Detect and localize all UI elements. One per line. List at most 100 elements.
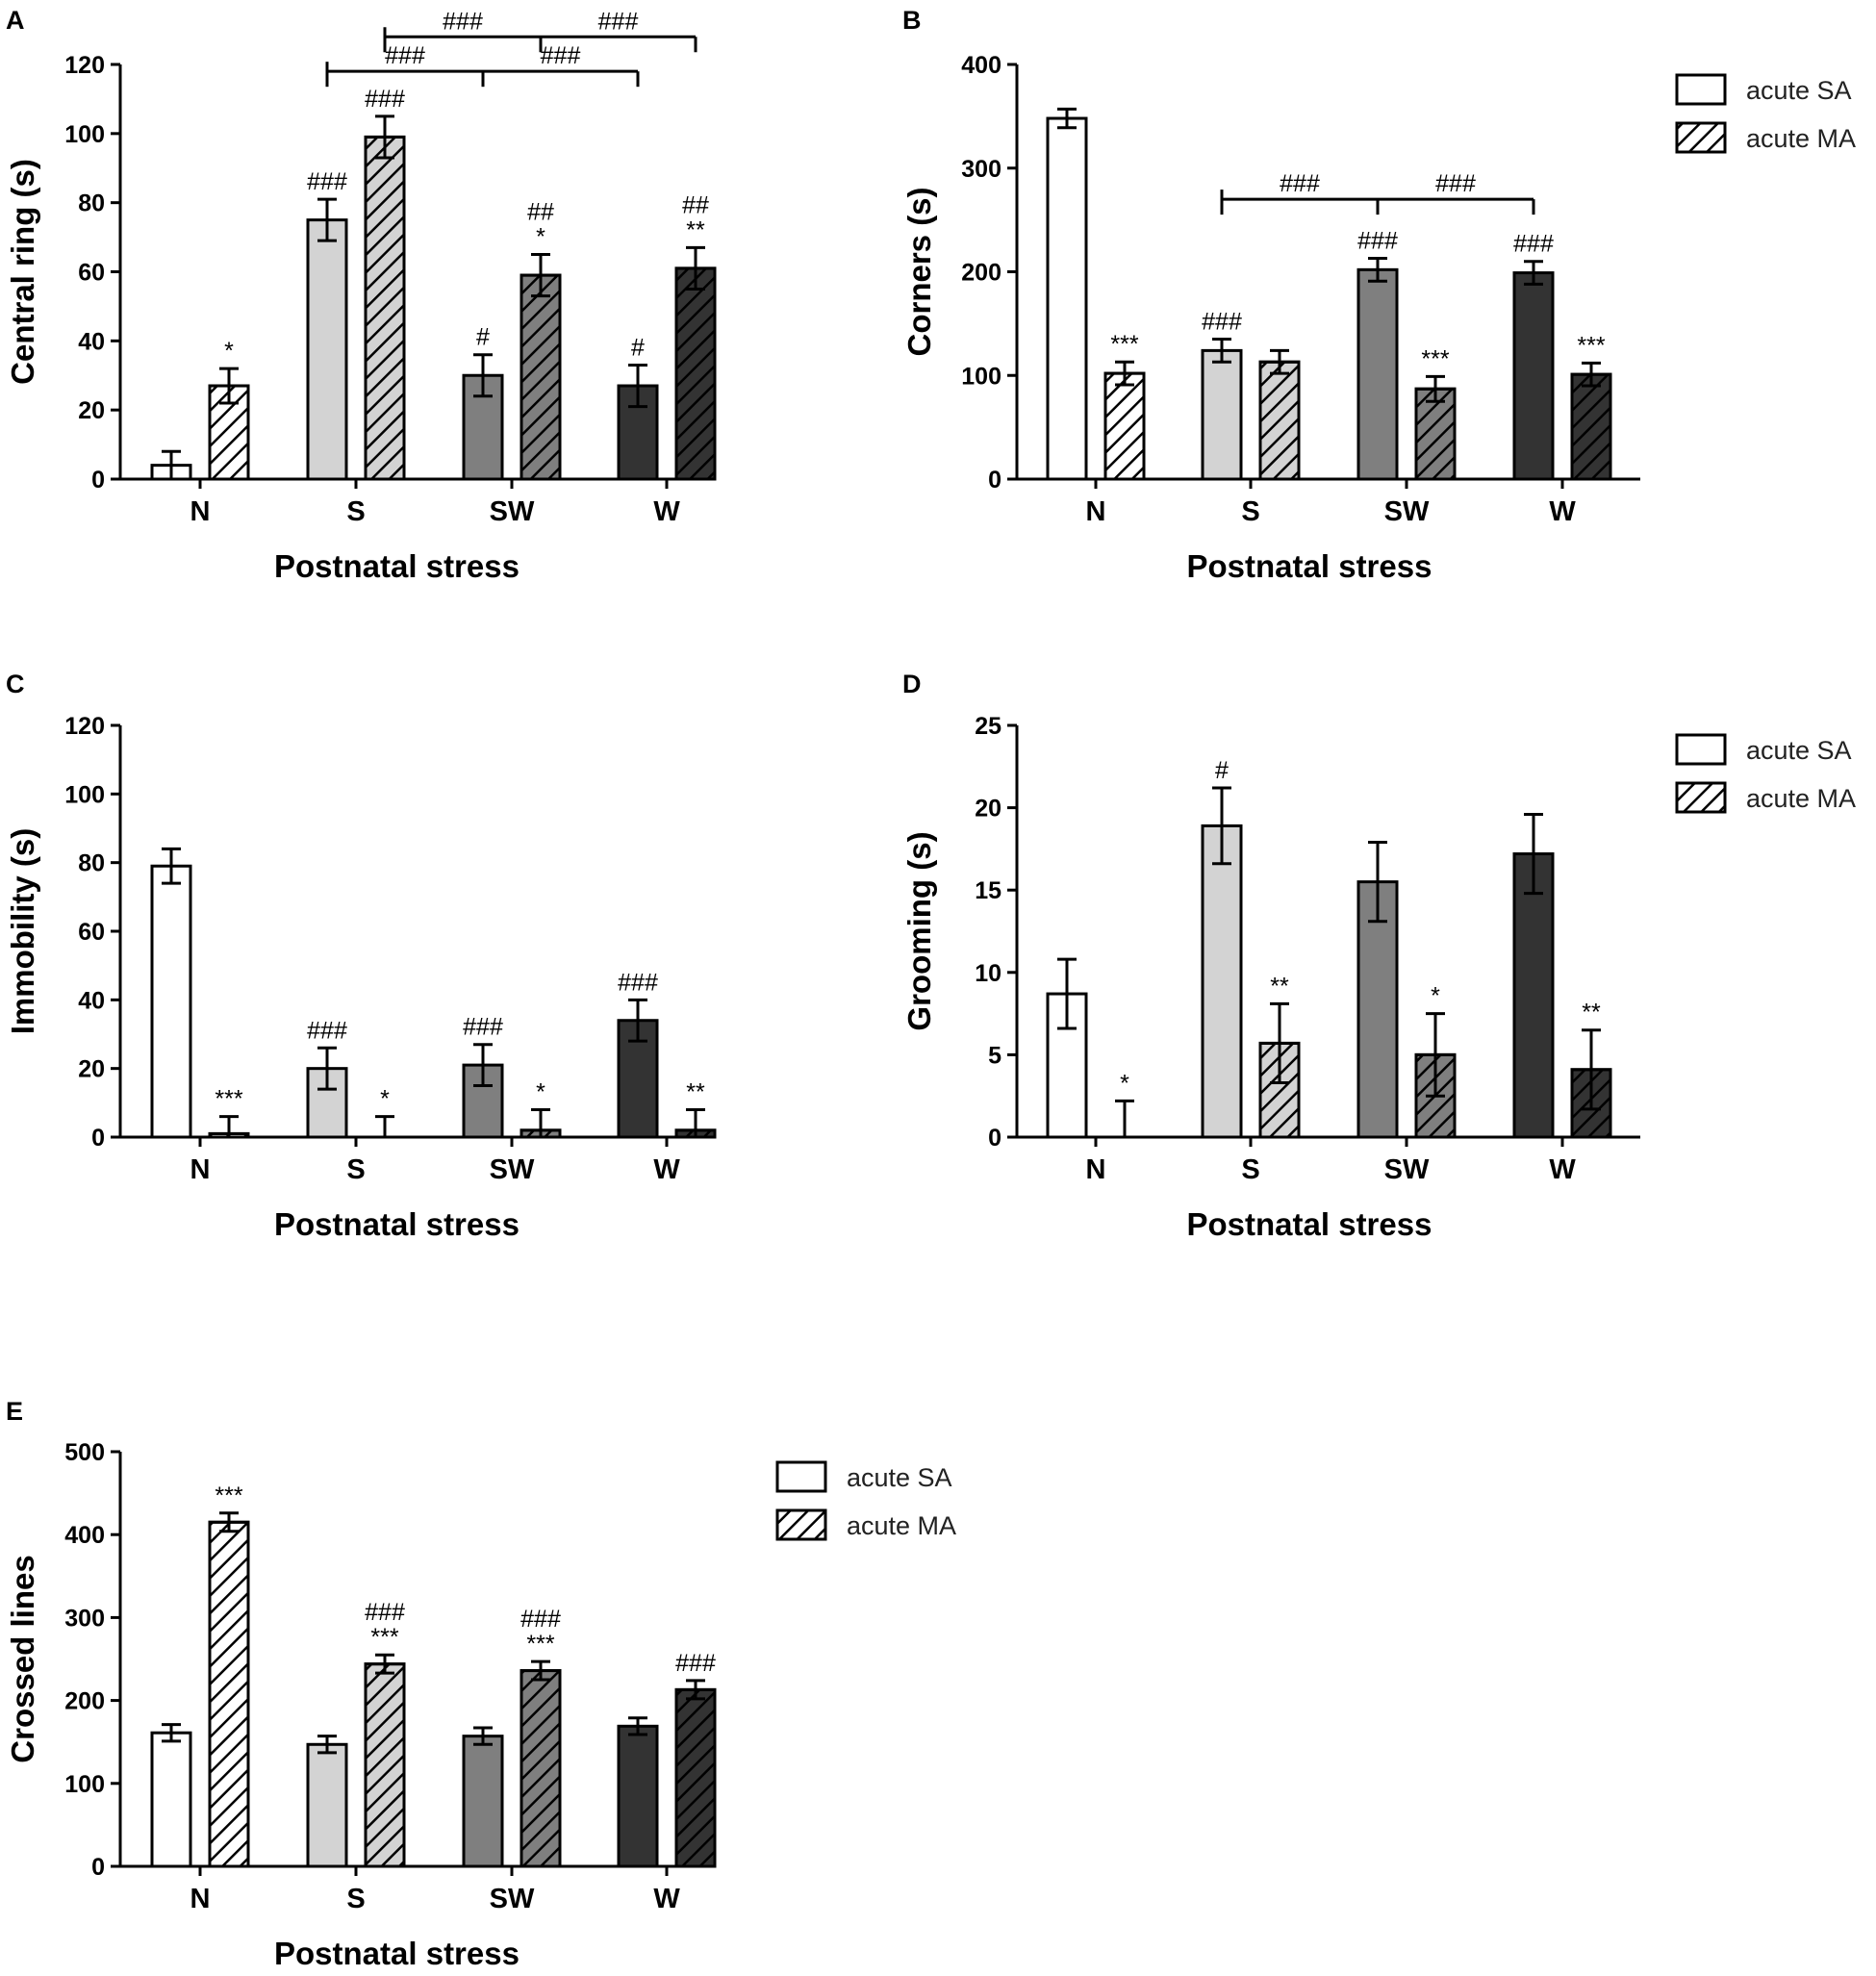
x-tick-label: W: [1549, 496, 1576, 527]
panel-letter: D: [902, 670, 922, 698]
significance-label: ***: [1110, 331, 1138, 358]
legend-label: acute SA: [1746, 76, 1852, 105]
y-tick-label: 15: [975, 877, 1001, 904]
significance-label: ###: [520, 1606, 561, 1633]
y-tick-label: 60: [78, 260, 105, 287]
y-tick-label: 500: [64, 1439, 105, 1466]
legend-swatch-hatch: [1675, 121, 1727, 154]
x-tick-label: S: [346, 1884, 365, 1914]
y-tick-label: 80: [78, 190, 105, 217]
panel-b: B 0 100 200 300 400 N S SW W Postnatal stress Corn…: [901, 6, 1856, 584]
significance-label: #: [1215, 757, 1229, 784]
y-tick-label: 20: [975, 796, 1001, 823]
y-axis-title: Immobility (s): [5, 828, 40, 1035]
legend: acute SA acute MA: [775, 1460, 956, 1541]
bracket-label: ###: [598, 8, 639, 35]
x-tick-label: W: [653, 1884, 680, 1914]
panel-letter: C: [6, 670, 25, 698]
x-tick-label: N: [190, 1884, 211, 1914]
x-tick-label: W: [1549, 1154, 1576, 1185]
significance-label: ###: [307, 1017, 347, 1044]
x-axis-title: Postnatal stress: [274, 1206, 520, 1242]
x-tick-label: SW: [490, 1154, 535, 1185]
y-tick-label: 80: [78, 850, 105, 877]
significance-label: *: [536, 224, 545, 251]
bracket-label: ###: [1435, 170, 1476, 197]
y-tick-label: 400: [961, 52, 1001, 79]
significance-label: #: [631, 334, 645, 361]
x-tick-label: SW: [1384, 1154, 1430, 1185]
y-tick-label: 100: [64, 121, 105, 148]
significance-label: **: [686, 1078, 705, 1105]
bar: [1356, 267, 1399, 481]
panel-d: D 0 5 10 15 20 25 N S SW W Postnatal stress Groomin…: [901, 670, 1856, 1242]
legend-label: acute MA: [1746, 124, 1856, 153]
panel-e: E 0 100 200 300 400 500 N S SW W Postnatal stress C…: [5, 1397, 956, 1971]
y-tick-label: 5: [988, 1042, 1001, 1069]
x-tick-label: N: [190, 1154, 211, 1185]
panel-letter: B: [902, 6, 922, 35]
significance-label: **: [686, 216, 705, 243]
y-tick-label: 300: [64, 1605, 105, 1632]
y-tick-label: 20: [78, 1056, 105, 1083]
bar-hatch: [1258, 360, 1301, 481]
x-tick-label: S: [346, 496, 365, 527]
significance-label: ###: [1357, 227, 1398, 254]
legend-label: acute MA: [1746, 784, 1856, 813]
significance-label: *: [1120, 1070, 1129, 1097]
x-axis-title: Postnatal stress: [274, 548, 520, 584]
y-tick-label: 0: [988, 1125, 1001, 1152]
bar: [150, 1731, 192, 1868]
significance-label: *: [1431, 983, 1440, 1010]
y-tick-label: 100: [64, 781, 105, 808]
bracket-label: ###: [1280, 170, 1320, 197]
y-tick-label: 0: [988, 467, 1001, 494]
bar-hatch: [674, 266, 717, 481]
y-tick-label: 120: [64, 713, 105, 740]
y-tick-label: 0: [91, 1125, 105, 1152]
bar: [617, 1724, 659, 1868]
y-tick-label: 0: [91, 1854, 105, 1881]
y-tick-label: 10: [975, 960, 1001, 987]
bar: [306, 218, 348, 481]
x-axis-title: Postnatal stress: [1187, 1206, 1432, 1242]
legend-swatch: [775, 1460, 827, 1493]
bracket-label: ###: [385, 42, 425, 69]
y-axis-title: Crossed lines: [5, 1555, 40, 1762]
panel-a: A 0 20 40 60 80 100 120 N S SW W Postnatal stress Ce…: [5, 6, 717, 584]
bar-hatch: [520, 1669, 562, 1868]
significance-label: #: [476, 324, 490, 351]
legend-swatch-hatch: [1675, 781, 1727, 814]
legend-label: acute MA: [847, 1511, 956, 1540]
legend-label: acute SA: [1746, 736, 1852, 765]
significance-label: ###: [365, 1599, 405, 1626]
panel-c: C 0 20 40 60 80 100 120 N S SW W Postnatal stress Im…: [5, 670, 717, 1242]
legend: acute SA acute MA: [1675, 733, 1856, 814]
bracket-label: ###: [443, 8, 483, 35]
legend: acute SA acute MA: [1675, 73, 1856, 154]
x-axis-title: Postnatal stress: [274, 1936, 520, 1971]
significance-label: ***: [1421, 345, 1449, 372]
bar: [1201, 823, 1243, 1139]
y-axis-title: Corners (s): [901, 187, 937, 356]
significance-label: ***: [370, 1624, 398, 1651]
bar-hatch: [364, 135, 406, 481]
significance-label: ###: [618, 969, 658, 996]
panel-letter: E: [6, 1397, 23, 1426]
y-axis-title: Central ring (s): [5, 159, 40, 385]
y-tick-label: 200: [961, 260, 1001, 287]
bar: [462, 1735, 504, 1868]
significance-label: ###: [1513, 231, 1554, 258]
bar-hatch: [208, 1520, 250, 1868]
legend-swatch-hatch: [775, 1508, 827, 1541]
y-tick-label: 20: [78, 397, 105, 424]
legend-label: acute SA: [847, 1463, 952, 1492]
significance-label: ***: [1577, 332, 1605, 359]
significance-label: *: [224, 338, 234, 365]
x-tick-label: SW: [490, 1884, 535, 1914]
x-tick-label: N: [1086, 496, 1106, 527]
panel-letter: A: [6, 6, 25, 35]
bar: [1512, 271, 1555, 481]
legend-swatch: [1675, 73, 1727, 106]
